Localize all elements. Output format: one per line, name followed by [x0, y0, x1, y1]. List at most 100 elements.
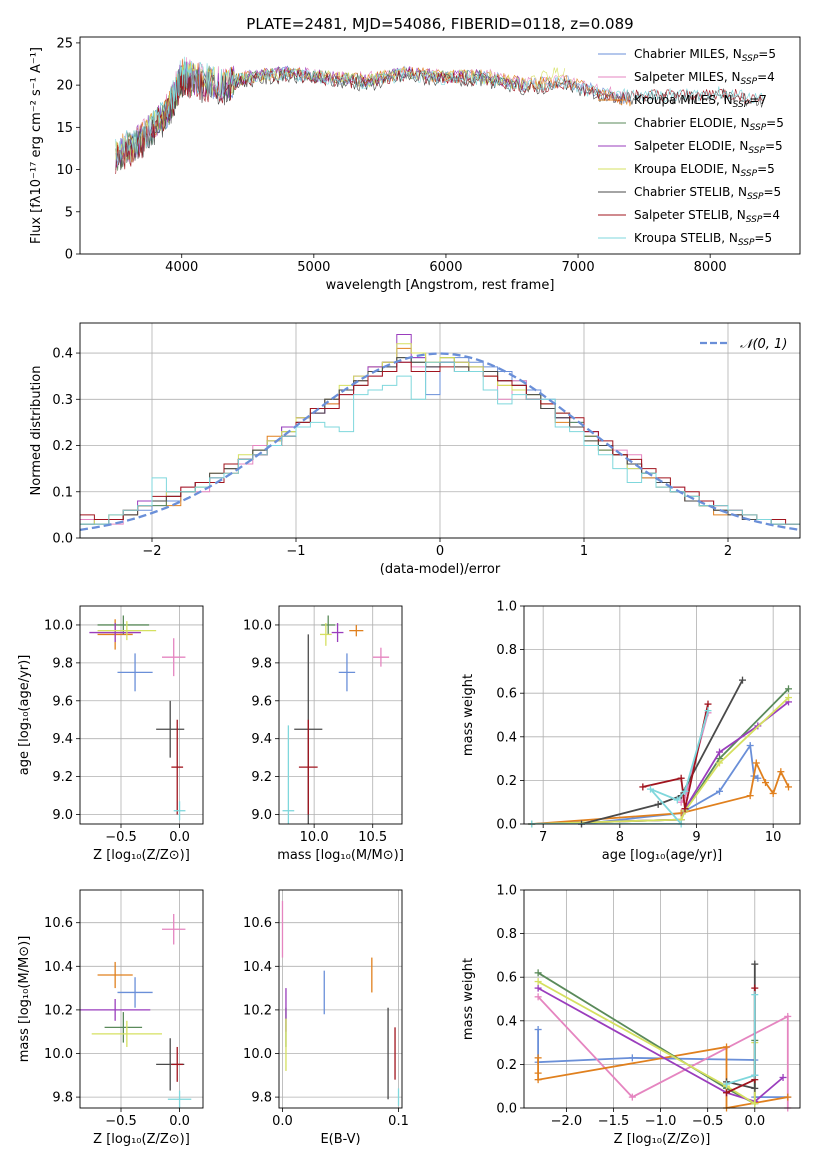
- x-tick-label: 0.1: [388, 1114, 409, 1129]
- x-tick-label: 7000: [562, 260, 595, 275]
- y-tick-label: 15: [56, 121, 73, 136]
- legend-label: Kroupa ELODIE, NSSP=5: [634, 162, 775, 179]
- y-tick-label: 10.0: [44, 1047, 73, 1062]
- x-tick-label: −1.0: [645, 1114, 677, 1129]
- errorbar-point-7: [171, 1046, 184, 1082]
- x-tick-label: 7: [539, 830, 547, 845]
- y-axis-label: mass weight: [461, 674, 476, 756]
- errorbar-point-1: [162, 638, 186, 677]
- errorbar-point-5: [97, 621, 157, 641]
- histogram-8: [80, 361, 800, 538]
- x-tick-label: 6000: [429, 260, 462, 275]
- y-tick-label: 0.8: [496, 643, 517, 658]
- legend-label: Kroupa STELIB, NSSP=5: [634, 231, 772, 248]
- plus-marker: [716, 787, 723, 795]
- errorbar-point-2: [349, 624, 364, 637]
- errorbar-point-5: [91, 1020, 162, 1047]
- x-tick-label: 0.0: [272, 1114, 293, 1129]
- y-tick-label: 9.8: [52, 1091, 73, 1106]
- legend-label: Salpeter MILES, NSSP=4: [634, 70, 775, 87]
- plus-marker: [751, 984, 759, 992]
- y-tick-label: 0.4: [496, 730, 517, 745]
- y-tick-label: 9.8: [251, 1091, 272, 1106]
- x-tick-label: 8: [616, 830, 624, 845]
- x-axis-label: Z [log₁₀(Z/Z⊙)]: [614, 1132, 711, 1147]
- axes-frame: [523, 889, 801, 1109]
- x-tick-label: −2.0: [551, 1114, 583, 1129]
- errorbar-point-7: [298, 719, 318, 815]
- y-tick-label: 9.0: [251, 808, 272, 823]
- legend-label: Chabrier ELODIE, NSSP=5: [634, 116, 784, 133]
- plus-marker: [534, 969, 542, 977]
- x-tick-label: 10.5: [358, 830, 387, 845]
- x-tick-label: −0.5: [105, 1114, 137, 1129]
- y-tick-label: 10.4: [243, 960, 272, 975]
- y-tick-label: 0.2: [496, 774, 517, 789]
- y-tick-label: 0.2: [52, 439, 73, 454]
- y-tick-label: 9.2: [251, 770, 272, 785]
- errorbar-point-8: [167, 1090, 192, 1108]
- x-axis-label: mass [log₁₀(M/M⊙)]: [277, 848, 404, 863]
- chart-weight_vs_age: 7 8 9 10 0.0 0.2 0.4 0.6 0.8 1.0 age [log₁₀(age/yr…: [461, 600, 801, 863]
- axes-frame: [79, 36, 801, 255]
- plus-marker: [723, 1043, 731, 1051]
- chart-spectrum: 4000 5000 6000 7000 8000 0 5 10 15 20 25 Chabrier M…: [29, 15, 801, 293]
- plus-marker: [716, 748, 723, 756]
- weight-line-8: [531, 710, 709, 824]
- y-tick-label: 10.4: [44, 960, 73, 975]
- plus-marker: [754, 774, 762, 782]
- y-tick-label: 0.1: [52, 485, 73, 500]
- y-tick-label: 25: [56, 36, 73, 51]
- plus-marker: [723, 1080, 731, 1088]
- y-tick-label: 9.0: [52, 808, 73, 823]
- weight-line-6: [726, 964, 756, 1090]
- x-tick-label: 0.0: [169, 830, 190, 845]
- plus-marker: [534, 978, 542, 986]
- errorbar-point-0: [117, 653, 153, 692]
- x-tick-label: −1: [286, 544, 305, 559]
- chart-residuals: −2 −1 0 1 2 0.0 0.1 0.2 0.3 0.4 𝒩(0, 1) (data-model…: [29, 322, 801, 577]
- x-axis-label: age [log₁₀(age/yr)]: [602, 848, 723, 863]
- y-tick-label: 0.3: [52, 393, 73, 408]
- x-axis-label: E(B-V): [320, 1132, 360, 1147]
- legend-label: Kroupa MILES, NSSP=7: [634, 93, 767, 110]
- x-tick-label: 2: [724, 544, 732, 559]
- chart-age_vs_Z: −0.5 0.0 9.0 9.2 9.4 9.6 9.8 10.0 Z [log₁₀(Z/Z⊙)…: [17, 605, 204, 863]
- legend-label: Salpeter STELIB, NSSP=4: [634, 208, 780, 225]
- plus-marker: [681, 805, 689, 813]
- plus-marker: [681, 787, 689, 795]
- spectrum-line-8: [115, 56, 764, 165]
- plus-marker: [628, 1054, 636, 1062]
- errorbar-point-5: [320, 623, 332, 646]
- y-tick-label: 0.8: [496, 927, 517, 942]
- axes-frame: [278, 889, 403, 1109]
- x-tick-label: 10.0: [300, 830, 329, 845]
- y-tick-label: 10.6: [44, 916, 73, 931]
- errorbar-point-0: [338, 653, 356, 692]
- y-axis-label: Flux [fλ10⁻¹⁷ erg cm⁻² s⁻¹ A⁻¹]: [29, 47, 44, 244]
- legend-label: Chabrier STELIB, NSSP=5: [634, 185, 781, 202]
- y-tick-label: 9.4: [251, 732, 272, 747]
- chart-mass_vs_Z: −0.5 0.0 9.8 10.0 10.2 10.4 10.6 Z [log₁₀(Z/Z⊙)…: [17, 889, 204, 1147]
- y-tick-label: 0.2: [496, 1058, 517, 1073]
- y-tick-label: 10.0: [44, 618, 73, 633]
- x-axis-label: (data-model)/error: [380, 562, 501, 577]
- weight-line-1: [537, 996, 789, 1108]
- plus-marker: [784, 1093, 792, 1101]
- plus-marker: [534, 984, 542, 992]
- plus-marker: [534, 1069, 542, 1077]
- plus-marker: [746, 742, 754, 750]
- plus-marker: [534, 1026, 542, 1034]
- plus-marker: [751, 1100, 759, 1108]
- plus-marker: [673, 796, 681, 804]
- axes-frame: [79, 605, 204, 825]
- y-tick-label: 0.4: [52, 347, 73, 362]
- plus-marker: [762, 779, 769, 787]
- chart-age_vs_mass: 10.0 10.5 9.0 9.2 9.4 9.6 9.8 10.0 mass [log₁₀(M…: [243, 605, 404, 863]
- errorbar-point-8: [282, 725, 295, 824]
- plus-marker: [751, 960, 759, 968]
- x-tick-label: 0.0: [744, 1114, 765, 1129]
- y-tick-label: 0.0: [496, 818, 517, 833]
- y-axis-label: Normed distribution: [29, 366, 44, 496]
- plus-marker: [647, 785, 654, 793]
